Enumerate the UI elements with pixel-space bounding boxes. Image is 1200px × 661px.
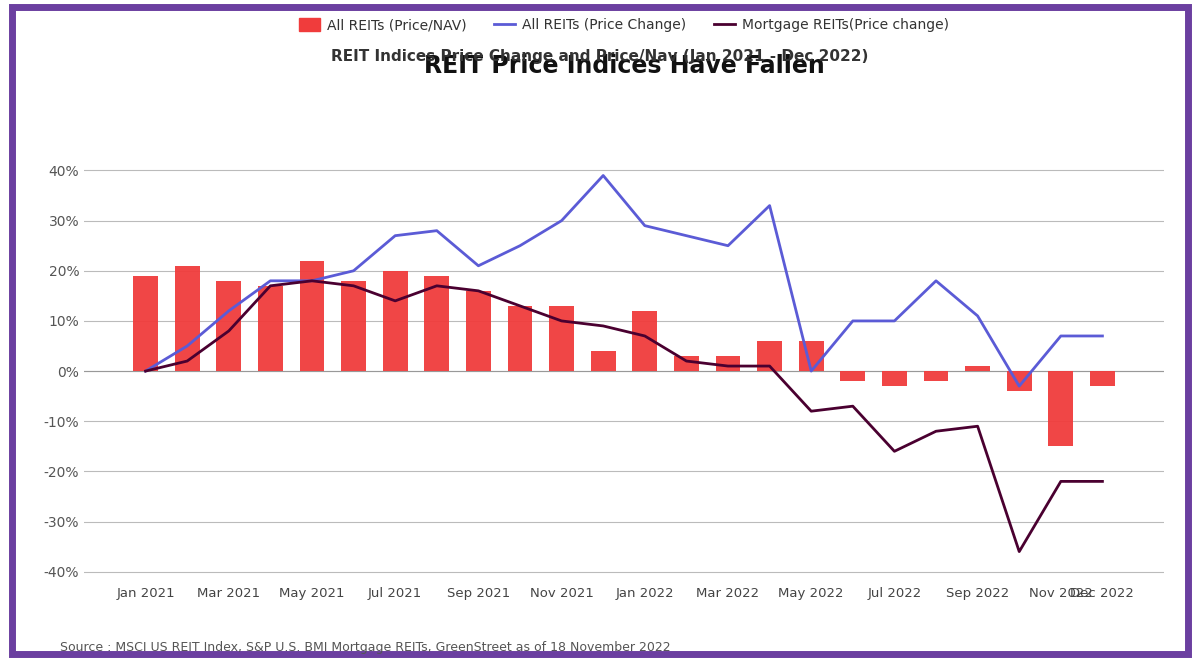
Bar [924, 371, 948, 381]
Bar [258, 286, 283, 371]
Bar [550, 306, 574, 371]
Bar [425, 276, 449, 371]
Text: REIT Indices Price Change and Price/Nav (Jan 2021 - Dec 2022): REIT Indices Price Change and Price/Nav … [331, 49, 869, 63]
Bar [1049, 371, 1073, 446]
Bar [300, 260, 324, 371]
Title: REIT Price Indices Have Fallen: REIT Price Indices Have Fallen [424, 54, 824, 78]
Legend: All REITs (Price/NAV), All REITs (Price Change), Mortgage REITs(Price change): All REITs (Price/NAV), All REITs (Price … [294, 13, 954, 38]
Bar [590, 351, 616, 371]
Bar [175, 266, 199, 371]
Bar [1090, 371, 1115, 386]
Bar [1007, 371, 1032, 391]
Bar [133, 276, 158, 371]
Bar [216, 281, 241, 371]
Bar [466, 291, 491, 371]
Bar [840, 371, 865, 381]
Bar [674, 356, 698, 371]
Bar [341, 281, 366, 371]
Bar [715, 356, 740, 371]
Bar [632, 311, 658, 371]
Text: Source : MSCI US REIT Index, S&P U.S. BMI Mortgage REITs, GreenStreet as of 18 N: Source : MSCI US REIT Index, S&P U.S. BM… [60, 641, 671, 654]
Bar [882, 371, 907, 386]
Bar [799, 341, 823, 371]
Bar [383, 271, 408, 371]
Bar [965, 366, 990, 371]
Bar [757, 341, 782, 371]
Bar [508, 306, 533, 371]
